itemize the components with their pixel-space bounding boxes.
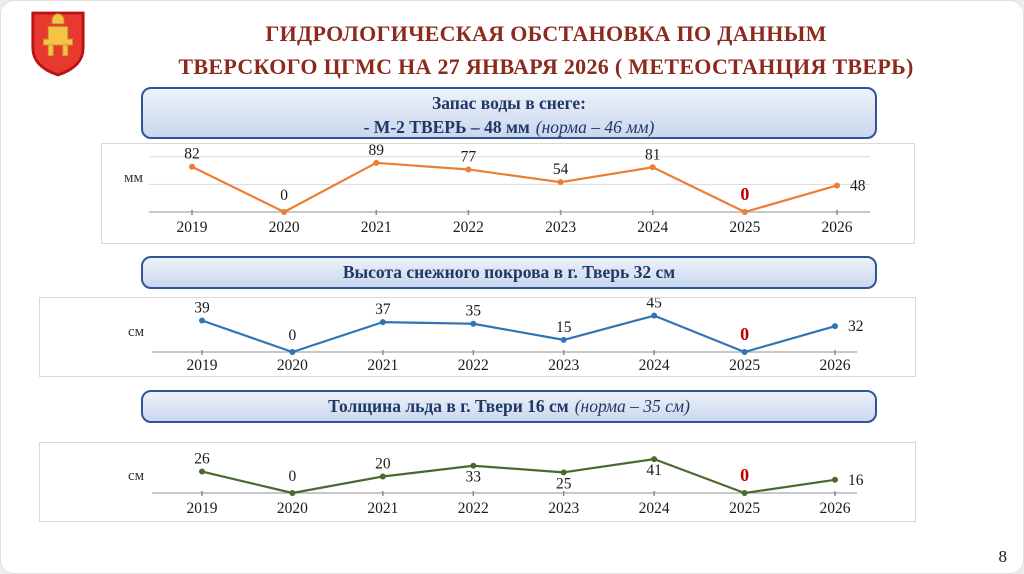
svg-text:2023: 2023: [548, 500, 579, 517]
svg-text:2022: 2022: [453, 219, 484, 236]
svg-text:2025: 2025: [729, 500, 760, 517]
svg-text:2019: 2019: [177, 219, 208, 236]
tver-coat-of-arms: [29, 9, 87, 79]
snow-water-header-line2: - М-2 ТВЕРЬ – 48 мм (норма – 46 мм): [143, 115, 875, 139]
snow-water-station-label: - М-2 ТВЕРЬ –: [363, 117, 485, 138]
svg-text:см: см: [128, 324, 145, 340]
svg-text:48: 48: [850, 177, 866, 194]
svg-text:89: 89: [369, 144, 385, 159]
svg-text:41: 41: [646, 462, 662, 479]
svg-text:16: 16: [848, 472, 864, 489]
tver-coat-of-arms-icon: [31, 11, 85, 77]
svg-text:2026: 2026: [820, 500, 851, 517]
ice-thickness-header: Толщина льда в г. Твери 16 см (норма – 35…: [141, 390, 877, 423]
svg-text:15: 15: [556, 319, 572, 336]
svg-text:2023: 2023: [545, 219, 576, 236]
ice-thickness-header-text: Толщина льда в г. Твери 16 см: [328, 396, 569, 416]
snow-water-chart: 82 0 89 77 54 81 0 48 2019 2020 2021 2022 2023 2024 20…: [124, 144, 870, 236]
svg-text:0: 0: [289, 468, 297, 485]
svg-text:39: 39: [194, 300, 210, 317]
svg-text:2024: 2024: [639, 500, 670, 517]
svg-text:32: 32: [848, 318, 864, 335]
svg-text:2024: 2024: [637, 219, 668, 236]
snow-depth-chart-box: 39 0 37 35 15 45 0 32 2019 2020 2021 2022 2023 2024 20…: [39, 297, 916, 377]
svg-text:0: 0: [740, 324, 749, 344]
svg-text:37: 37: [375, 301, 391, 318]
slide-title-line2: ТВЕРСКОГО ЦГМС НА 27 ЯНВАРЯ 2026 ( МЕТЕО…: [178, 54, 914, 79]
svg-text:2022: 2022: [458, 357, 489, 374]
svg-text:77: 77: [461, 148, 477, 165]
svg-text:2021: 2021: [367, 357, 398, 374]
snow-water-header: Запас воды в снеге: - М-2 ТВЕРЬ – 48 мм(…: [141, 87, 877, 139]
slide-title: ГИДРОЛОГИЧЕСКАЯ ОБСТАНОВКА ПО ДАННЫМ ТВЕ…: [101, 17, 991, 83]
svg-text:2025: 2025: [729, 219, 760, 236]
svg-text:81: 81: [645, 146, 661, 163]
svg-text:0: 0: [740, 184, 749, 204]
slide-title-line1: ГИДРОЛОГИЧЕСКАЯ ОБСТАНОВКА ПО ДАННЫМ: [265, 21, 827, 46]
snow-water-header-line1: Запас воды в снеге:: [432, 93, 586, 113]
svg-text:20: 20: [375, 455, 391, 472]
svg-text:45: 45: [646, 298, 662, 312]
snow-depth-header-text: Высота снежного покрова в г. Тверь 32 см: [342, 262, 676, 282]
svg-text:0: 0: [289, 327, 297, 344]
svg-text:0: 0: [280, 187, 288, 204]
ice-thickness-chart-box: 26 0 20 33 25 41 0 16 2019 2020 2021 2022 2023 2024 20…: [39, 442, 916, 522]
svg-text:2025: 2025: [729, 357, 760, 374]
svg-text:2020: 2020: [277, 357, 308, 374]
page-number: 8: [998, 547, 1008, 566]
svg-text:26: 26: [194, 451, 210, 468]
svg-text:2019: 2019: [187, 500, 218, 517]
svg-text:2026: 2026: [822, 219, 853, 236]
svg-text:2023: 2023: [548, 357, 579, 374]
svg-text:2026: 2026: [820, 357, 851, 374]
svg-text:2024: 2024: [639, 357, 670, 374]
svg-text:2020: 2020: [269, 219, 300, 236]
svg-text:25: 25: [556, 475, 572, 492]
svg-text:0: 0: [740, 465, 749, 485]
snow-depth-chart: 39 0 37 35 15 45 0 32 2019 2020 2021 2022 2023 2024 20…: [128, 298, 864, 374]
snow-water-norm: (норма – 46 мм): [535, 117, 655, 138]
svg-text:82: 82: [184, 146, 200, 163]
svg-text:см: см: [128, 468, 145, 484]
snow-water-chart-box: 82 0 89 77 54 81 0 48 2019 2020 2021 2022 2023 2024 20…: [101, 143, 915, 244]
svg-text:54: 54: [553, 161, 569, 178]
snow-depth-header: Высота снежного покрова в г. Тверь 32 см: [141, 256, 877, 289]
svg-text:2021: 2021: [367, 500, 398, 517]
ice-thickness-norm: (норма – 35 см): [574, 396, 690, 416]
svg-text:2021: 2021: [361, 219, 392, 236]
ice-thickness-chart: 26 0 20 33 25 41 0 16 2019 2020 2021 2022 2023 2024 20…: [128, 451, 864, 517]
snow-water-value: 48 мм: [484, 117, 530, 138]
svg-text:2022: 2022: [458, 500, 489, 517]
svg-text:2019: 2019: [187, 357, 218, 374]
svg-text:2020: 2020: [277, 500, 308, 517]
svg-text:35: 35: [466, 303, 482, 320]
svg-text:33: 33: [466, 469, 482, 486]
svg-text:мм: мм: [124, 170, 143, 186]
